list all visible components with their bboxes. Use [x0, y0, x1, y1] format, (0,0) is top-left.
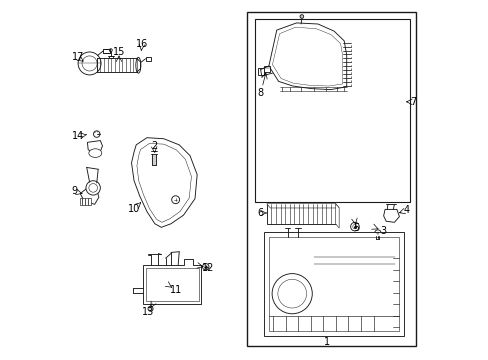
- Bar: [264, 66, 269, 72]
- Bar: [146, 268, 198, 301]
- Bar: [152, 150, 156, 154]
- Circle shape: [374, 230, 380, 236]
- Bar: [269, 237, 398, 331]
- Circle shape: [148, 306, 153, 311]
- Polygon shape: [335, 204, 339, 228]
- Bar: [85, 198, 88, 205]
- Bar: [82, 198, 85, 205]
- Text: 13: 13: [142, 307, 154, 317]
- Circle shape: [86, 181, 100, 195]
- Bar: [254, 19, 409, 202]
- Text: 7: 7: [409, 97, 415, 107]
- Polygon shape: [131, 138, 197, 227]
- Text: 11: 11: [170, 285, 182, 296]
- Circle shape: [109, 49, 112, 51]
- Bar: [145, 57, 150, 61]
- Bar: [264, 232, 403, 336]
- Text: 17: 17: [71, 52, 84, 62]
- Text: 3: 3: [379, 226, 385, 236]
- Polygon shape: [268, 23, 346, 90]
- Text: 15: 15: [113, 46, 125, 57]
- Bar: [80, 198, 82, 205]
- Text: 9: 9: [71, 186, 77, 197]
- Text: 14: 14: [71, 131, 84, 141]
- Text: 5: 5: [352, 224, 359, 233]
- Polygon shape: [383, 210, 399, 222]
- Text: 2: 2: [151, 141, 157, 151]
- Circle shape: [202, 264, 208, 270]
- Ellipse shape: [89, 149, 102, 157]
- Circle shape: [300, 15, 303, 18]
- Text: 8: 8: [257, 88, 263, 98]
- Polygon shape: [143, 259, 201, 304]
- Bar: [108, 55, 113, 58]
- Text: 4: 4: [403, 206, 409, 216]
- Text: 6: 6: [257, 208, 263, 218]
- Text: 1: 1: [323, 337, 329, 347]
- Circle shape: [350, 222, 359, 231]
- Text: 12: 12: [202, 263, 214, 273]
- Polygon shape: [80, 189, 99, 204]
- Bar: [247, 12, 415, 346]
- Circle shape: [271, 274, 312, 314]
- Circle shape: [78, 52, 101, 75]
- Ellipse shape: [136, 57, 141, 73]
- Bar: [266, 204, 335, 224]
- Polygon shape: [87, 140, 102, 153]
- Polygon shape: [266, 204, 339, 208]
- Circle shape: [93, 131, 100, 137]
- Text: 16: 16: [136, 40, 148, 49]
- Text: 10: 10: [128, 204, 140, 214]
- Bar: [103, 49, 110, 53]
- Bar: [88, 198, 90, 205]
- Circle shape: [171, 196, 179, 204]
- Bar: [258, 68, 263, 75]
